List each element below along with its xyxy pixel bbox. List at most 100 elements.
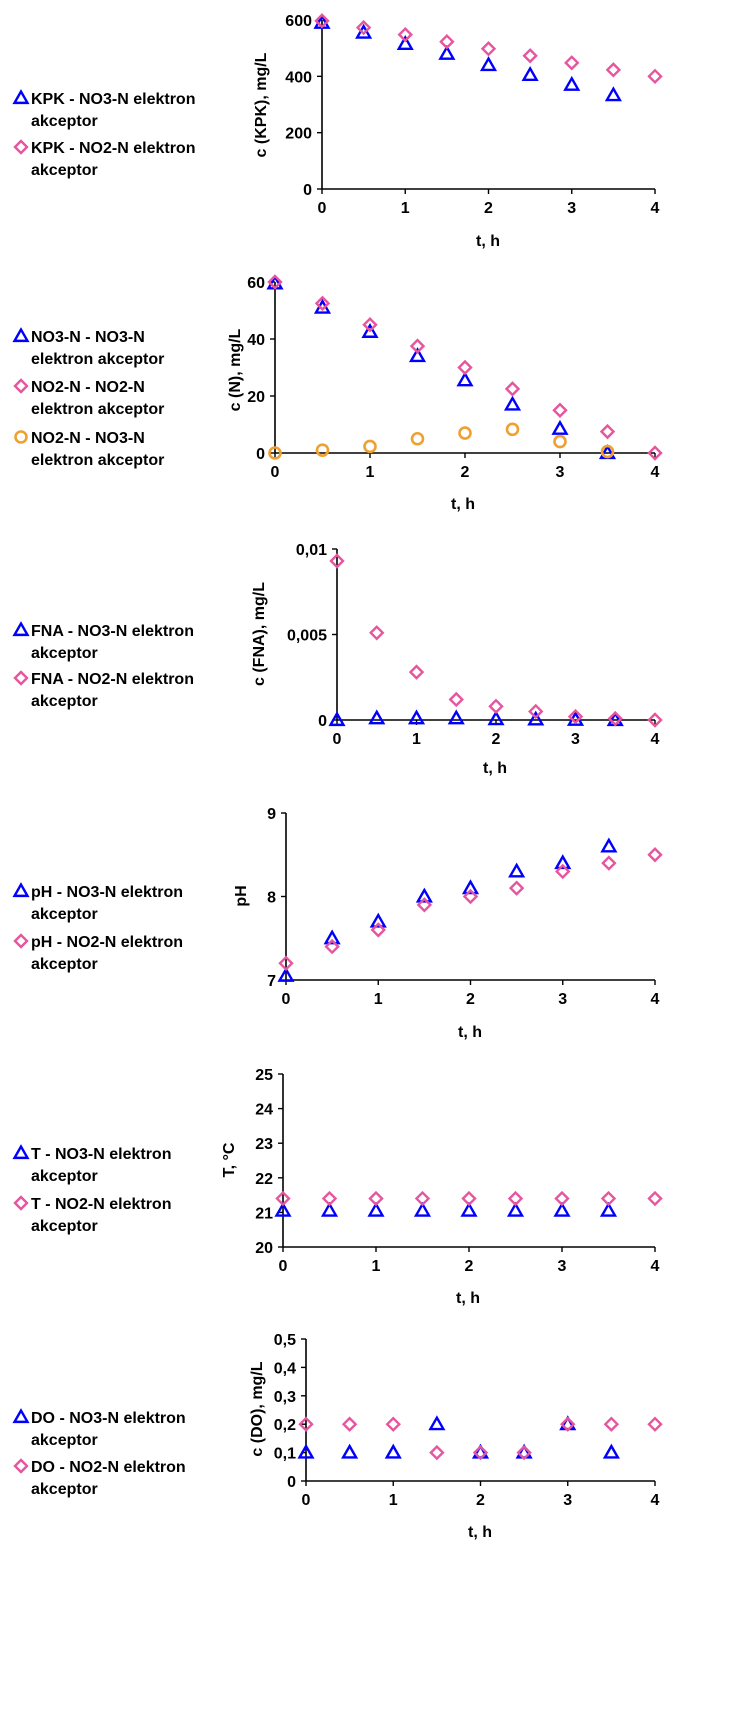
data-point <box>314 13 330 29</box>
data-point <box>315 443 330 457</box>
legend-item: NO3-N - NO3-N elektron akceptor <box>12 327 164 368</box>
data-point <box>429 1444 445 1461</box>
x-tick-label: 2 <box>465 1258 474 1275</box>
data-point <box>605 62 622 78</box>
x-tick-label: 0 <box>318 200 327 217</box>
series-2 <box>329 553 663 728</box>
data-point <box>268 446 282 460</box>
data-point <box>508 862 526 878</box>
data-point <box>414 1190 431 1207</box>
x-axis-label: t, h <box>468 1524 492 1541</box>
y-tick-label: 400 <box>285 69 312 86</box>
data-point <box>408 347 427 363</box>
data-point <box>428 1415 446 1431</box>
y-tick-label: 40 <box>247 332 265 349</box>
data-point <box>647 1190 663 1207</box>
data-point <box>439 33 455 50</box>
data-point <box>647 1416 663 1432</box>
data-point <box>458 426 472 440</box>
data-point <box>267 274 283 290</box>
data-point <box>599 423 616 440</box>
series-2 <box>278 847 663 971</box>
data-point <box>516 1444 532 1461</box>
x-tick-label: 3 <box>558 1258 567 1275</box>
y-tick-label: 0 <box>318 713 327 730</box>
data-point <box>604 86 622 102</box>
legend-label-line: KPK - NO3-N elektron <box>31 91 195 108</box>
y-tick-label: 60 <box>247 275 265 292</box>
data-point <box>506 1201 525 1217</box>
data-point <box>369 625 385 641</box>
chart-panel-6: 0 0,1 0,2 0,3 0,4 0,5 0 1 2 3 4 t, h c (DO), mg/L DO … <box>12 1332 663 1541</box>
data-point <box>416 897 433 913</box>
data-point <box>447 709 465 725</box>
legend-item: T - NO2-N elektron akceptor <box>13 1195 171 1235</box>
legend-marker <box>13 1458 29 1474</box>
data-point <box>362 317 378 333</box>
data-point <box>528 703 544 720</box>
data-point <box>647 445 663 461</box>
y-tick-label: 25 <box>255 1067 273 1084</box>
data-point <box>600 444 615 459</box>
data-point <box>397 26 413 43</box>
legend-label-line: akceptor <box>31 693 98 710</box>
data-point <box>461 879 480 895</box>
legend-label-line: akceptor <box>31 1481 98 1498</box>
y-tick-label: 0,4 <box>274 1360 296 1377</box>
legend-label-line: pH - NO2-N elektron <box>31 934 183 951</box>
data-point <box>355 19 372 36</box>
series-2 <box>298 1416 663 1461</box>
data-point <box>438 44 456 60</box>
series-2 <box>275 1190 663 1207</box>
data-point <box>507 1190 524 1207</box>
x-axis-label: t, h <box>476 233 500 250</box>
legend-label: KPK - NO2-N elektron akceptor <box>31 140 195 179</box>
legend-label: FNA - NO2-N elektron akceptor <box>31 671 194 710</box>
legend-item: KPK - NO2-N elektron akceptor <box>13 139 195 179</box>
data-point <box>413 1201 432 1217</box>
data-point <box>521 66 539 82</box>
data-point <box>321 1190 338 1207</box>
data-point <box>385 1416 401 1432</box>
legend-item: FNA - NO2-N elektron akceptor <box>13 670 194 710</box>
legend-marker <box>12 327 30 343</box>
legend-item: NO2-N - NO3-N elektron akceptor <box>14 430 164 469</box>
legend-marker <box>12 1144 30 1160</box>
data-point <box>554 1190 570 1207</box>
x-tick-label: 3 <box>558 991 567 1008</box>
data-point <box>314 295 331 312</box>
data-point <box>461 1190 477 1207</box>
legend-label: NO3-N - NO3-N elektron akceptor <box>31 329 164 368</box>
data-point <box>599 1201 618 1217</box>
legend-item: FNA - NO3-N elektron akceptor <box>12 621 194 662</box>
legend-label-line: T - NO3-N elektron <box>31 1146 171 1163</box>
data-point <box>504 381 521 397</box>
legend-label-line: akceptor <box>31 162 98 179</box>
data-point <box>603 1416 620 1432</box>
y-tick-label: 0,1 <box>274 1446 296 1463</box>
x-tick-label: 2 <box>466 991 475 1008</box>
data-point <box>607 710 623 727</box>
legend-label: DO - NO2-N elektron akceptor <box>31 1459 186 1498</box>
legend-item: pH - NO3-N elektron akceptor <box>12 882 183 923</box>
series-1 <box>277 837 618 982</box>
x-tick-label: 2 <box>476 1492 485 1509</box>
x-tick-label: 3 <box>567 200 576 217</box>
data-point <box>368 1190 384 1207</box>
legend-label-line: akceptor <box>31 1218 98 1235</box>
data-point <box>527 710 545 726</box>
data-point <box>555 863 571 880</box>
data-point <box>567 708 584 725</box>
data-point <box>368 709 386 725</box>
legend-label: NO2-N - NO3-N elektron akceptor <box>31 430 164 469</box>
y-tick-label: 200 <box>285 126 312 143</box>
legend-label-line: akceptor <box>31 956 98 973</box>
data-point <box>363 439 377 454</box>
legend-label-line: NO3-N - NO3-N <box>31 329 145 346</box>
legend-item: KPK - NO3-N elektron akceptor <box>12 89 195 130</box>
legend-marker <box>13 139 29 155</box>
y-tick-label: 20 <box>247 389 265 406</box>
legend-label-line: NO2-N - NO2-N <box>31 379 145 396</box>
y-tick-label: 0,2 <box>274 1417 296 1434</box>
